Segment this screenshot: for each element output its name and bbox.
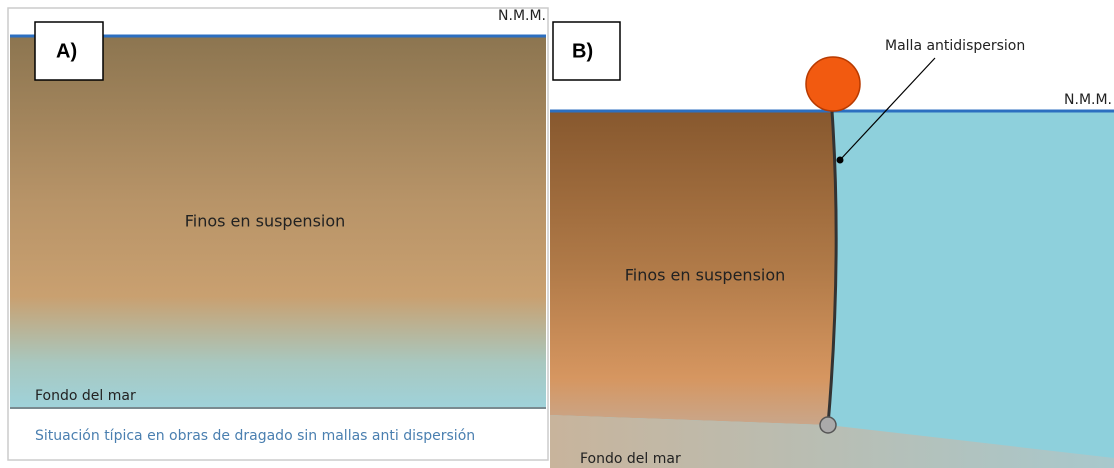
net-label: Malla antidispersion xyxy=(885,38,1025,54)
panel-label: A) xyxy=(56,40,77,62)
panel-b: B) Malla antidispersion N.M.M. Finos en … xyxy=(550,22,1114,468)
water-level-label: N.M.M. xyxy=(498,8,546,24)
suspension-label: Finos en suspension xyxy=(185,212,346,231)
buoy xyxy=(806,57,860,111)
seabed-label: Fondo del mar xyxy=(35,388,136,404)
diagram: A) N.M.M. Finos en suspension Fondo del … xyxy=(0,0,1114,468)
seabed-label: Fondo del mar xyxy=(580,451,681,467)
panel-a: A) N.M.M. Finos en suspension Fondo del … xyxy=(8,8,548,460)
water-level-label: N.M.M. xyxy=(1064,92,1112,108)
suspension-label: Finos en suspension xyxy=(625,266,786,285)
anchor-weight xyxy=(820,417,836,433)
caption: Situación típica en obras de dragado sin… xyxy=(35,428,475,444)
panel-label: B) xyxy=(572,40,593,62)
leader-dot xyxy=(837,157,844,164)
